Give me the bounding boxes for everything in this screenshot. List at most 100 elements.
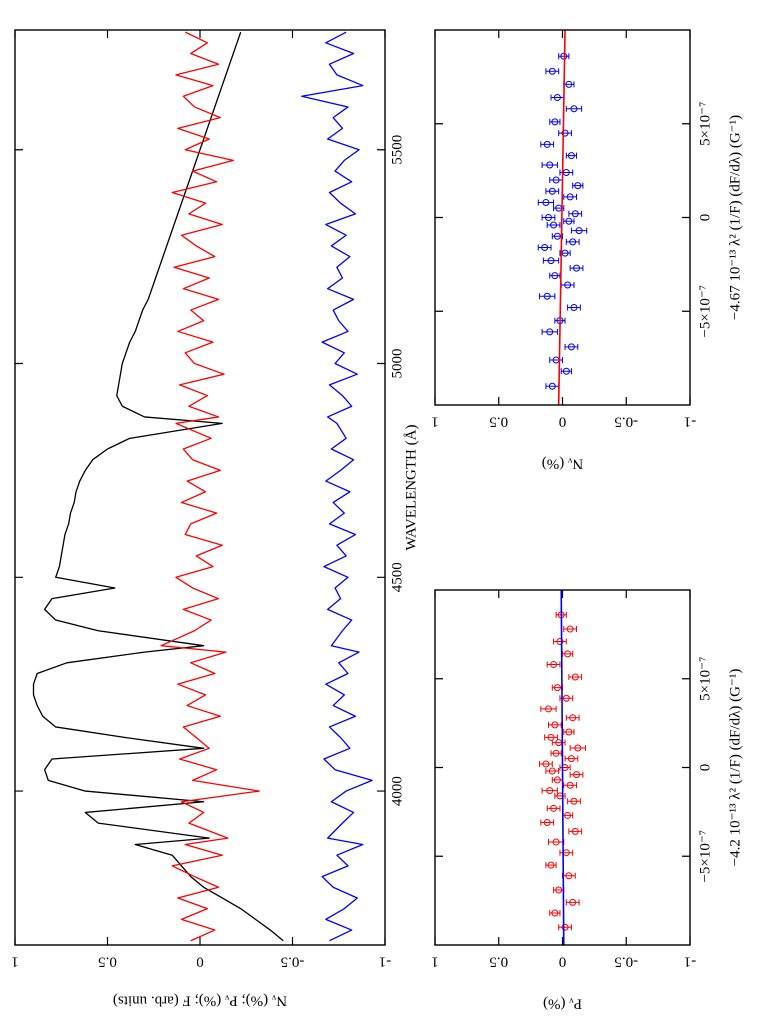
point [567, 755, 575, 763]
error-bar [546, 805, 561, 812]
point [569, 714, 577, 722]
point [556, 637, 564, 645]
error-bar [541, 328, 558, 335]
error-bar [553, 638, 567, 645]
error-bar [568, 673, 583, 680]
error-bar [537, 244, 552, 251]
point [569, 238, 577, 246]
error-bar [564, 755, 579, 762]
point [561, 129, 569, 137]
point [553, 684, 561, 692]
error-bar [541, 787, 558, 794]
point [561, 923, 569, 931]
error-bar [563, 218, 575, 225]
x-tick-label: 4000 [389, 776, 405, 806]
point [562, 694, 570, 702]
error-bar [563, 729, 575, 735]
error-bar [568, 210, 583, 217]
error-bar [559, 849, 574, 856]
error-bar [565, 899, 580, 906]
point [548, 67, 556, 75]
x-tick-label: 0 [697, 764, 713, 772]
y-tick-label: -1 [379, 954, 392, 970]
error-bar [550, 750, 562, 757]
error-bar [563, 81, 575, 88]
error-bar [545, 768, 560, 775]
x-axis-label: WAVELENGTH (Å) [403, 425, 419, 551]
error-bar [549, 272, 561, 279]
error-bar [537, 199, 555, 206]
fit-line [560, 590, 565, 945]
point [546, 328, 554, 336]
point [546, 161, 554, 169]
error-bar [542, 257, 560, 264]
error-bar [569, 744, 586, 751]
spectrum-line [160, 31, 260, 942]
y-tick-label: 1 [431, 954, 439, 970]
point [547, 257, 555, 265]
plot-area [32, 31, 373, 942]
x-tick-label: 0 [697, 214, 713, 222]
x-tick-label: 5500 [389, 135, 405, 165]
panel: −5×10⁻⁷ 0 5×10⁻⁷ 1 0.5 0 -0.5 -1 −4.67 10⁻¹³ λ² … [431, 29, 743, 472]
point [548, 382, 556, 390]
point [543, 819, 551, 827]
y-tick-label: 0.5 [489, 954, 508, 970]
y-tick-label: 0 [559, 954, 567, 970]
error-bar [554, 792, 566, 799]
error-bar [560, 368, 572, 375]
error-bar [563, 193, 578, 200]
point [550, 804, 558, 812]
error-bar [559, 764, 571, 771]
error-bar [565, 238, 580, 245]
plot-area [537, 30, 588, 405]
x-axis-label: −4.67 10⁻¹³ λ² (1/F) (dF/dλ) (G⁻¹) [727, 115, 743, 320]
error-bar [572, 182, 584, 189]
x-tick-label: −5×10⁻⁷ [697, 830, 713, 883]
y-tick-label: 0 [196, 954, 204, 970]
plot-area [539, 590, 586, 945]
error-bar [546, 222, 561, 228]
panel: 4000 4500 5000 5500 1 0.5 0 -0.5 -1 WAVELENGTH (Å… [11, 29, 419, 1009]
panel-frame [434, 29, 691, 406]
x-tick-label: 5×10⁻⁷ [697, 102, 713, 146]
point [547, 733, 555, 741]
error-bar [547, 721, 562, 728]
point [565, 80, 573, 88]
point [551, 272, 559, 280]
point [553, 776, 561, 784]
point [564, 650, 572, 658]
error-bar [567, 304, 581, 311]
point [551, 721, 559, 729]
y-tick-label: 0.5 [489, 414, 508, 430]
y-axis-label: Nᵥ (%); Pᵥ (%); F (arb. units) [113, 993, 287, 1009]
point [542, 199, 550, 206]
point [574, 182, 582, 190]
panel-frame [434, 589, 691, 946]
point [573, 771, 581, 779]
y-tick-label: 1 [11, 954, 19, 970]
y-axis-label: Nᵥ (%) [542, 456, 583, 472]
error-bar [545, 68, 560, 75]
point [566, 781, 574, 789]
error-bar [569, 771, 584, 778]
error-bar [547, 839, 565, 846]
error-bar [553, 886, 565, 893]
point [574, 744, 582, 752]
y-tick-label: -0.5 [281, 954, 305, 970]
point [565, 872, 573, 880]
error-bar [549, 357, 563, 363]
error-bar [545, 383, 560, 390]
error-bar [546, 661, 561, 668]
point [565, 217, 573, 225]
point [566, 193, 574, 201]
error-bar [551, 776, 563, 783]
y-tick-label: -1 [684, 954, 697, 970]
x-tick-label: −5×10⁻⁷ [697, 285, 713, 338]
point [565, 728, 573, 736]
point [542, 760, 550, 768]
point [571, 673, 579, 681]
error-bar [545, 862, 557, 869]
